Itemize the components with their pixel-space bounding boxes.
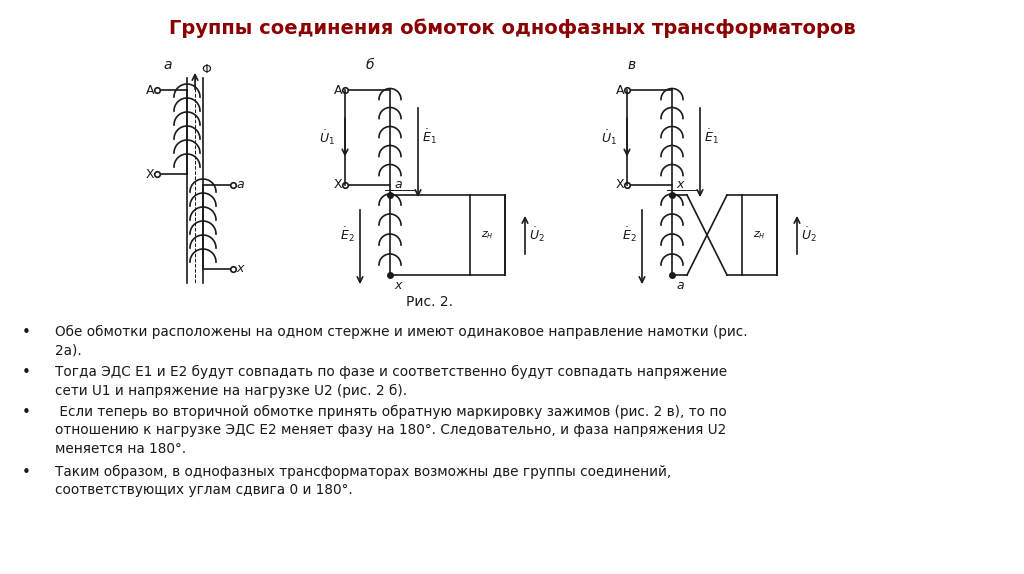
Text: •: • [22, 325, 31, 340]
Text: $\dot{U}_2$: $\dot{U}_2$ [801, 226, 817, 245]
Text: Обе обмотки расположены на одном стержне и имеют одинаковое направление намотки : Обе обмотки расположены на одном стержне… [55, 325, 748, 358]
Text: Если теперь во вторичной обмотке принять обратную маркировку зажимов (рис. 2 в),: Если теперь во вторичной обмотке принять… [55, 405, 727, 456]
Text: А: А [615, 83, 624, 96]
Text: $\dot{E}_1$: $\dot{E}_1$ [422, 127, 437, 146]
Text: $\dot{U}_1$: $\dot{U}_1$ [319, 128, 335, 147]
Text: $\dot{E}_2$: $\dot{E}_2$ [340, 226, 355, 245]
Text: Х: Х [145, 168, 154, 180]
Text: •: • [22, 405, 31, 420]
Text: $z_н$: $z_н$ [754, 229, 766, 241]
Text: x: x [236, 262, 244, 276]
Text: •: • [22, 365, 31, 380]
Text: $\dot{U}_1$: $\dot{U}_1$ [601, 128, 617, 147]
Bar [470, 195, 505, 275]
Text: $\dot{U}_2$: $\dot{U}_2$ [529, 226, 545, 245]
Text: $\dot{E}_1$: $\dot{E}_1$ [705, 127, 719, 146]
Text: $\dot{E}_2$: $\dot{E}_2$ [623, 226, 637, 245]
Text: Группы соединения обмоток однофазных трансформаторов: Группы соединения обмоток однофазных тра… [169, 18, 855, 37]
Text: б: б [366, 58, 374, 72]
Text: a: a [676, 279, 684, 292]
Text: Таким образом, в однофазных трансформаторах возможны две группы соединений,
соот: Таким образом, в однофазных трансформато… [55, 465, 672, 498]
Text: а: а [164, 58, 172, 72]
Text: Тогда ЭДС Е1 и Е2 будут совпадать по фазе и соответственно будут совпадать напря: Тогда ЭДС Е1 и Е2 будут совпадать по фаз… [55, 365, 727, 398]
Text: А: А [334, 83, 342, 96]
Text: $z_н$: $z_н$ [481, 229, 494, 241]
Text: a: a [394, 178, 401, 191]
Text: x: x [676, 178, 683, 191]
Bar [742, 195, 777, 275]
Text: Х: Х [334, 179, 342, 192]
Text: x: x [394, 279, 401, 292]
Text: a: a [236, 179, 244, 192]
Text: •: • [22, 465, 31, 480]
Text: Φ: Φ [201, 63, 211, 76]
Text: Х: Х [615, 179, 624, 192]
Text: Рис. 2.: Рис. 2. [407, 295, 454, 309]
Text: А: А [145, 83, 154, 96]
Text: в: в [628, 58, 636, 72]
